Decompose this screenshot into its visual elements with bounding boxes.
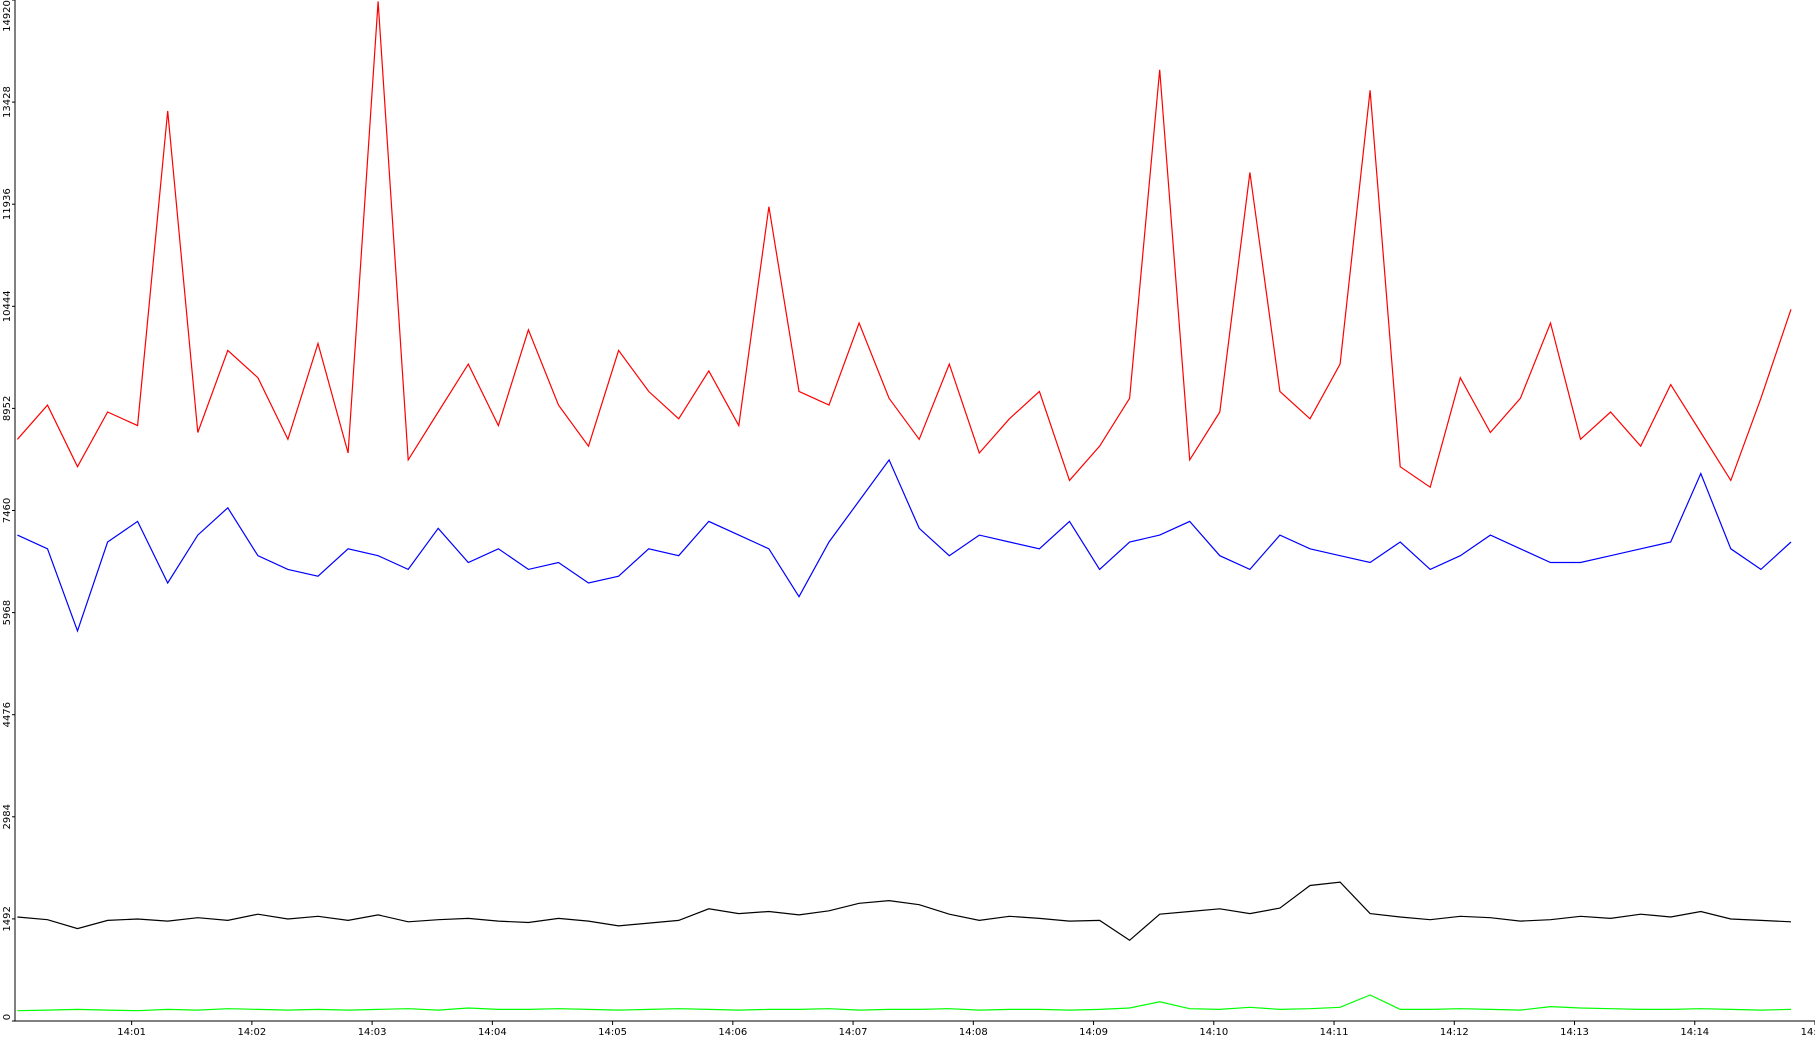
x-tick-label: 14:06 [718, 1027, 747, 1038]
y-tick-label: 13428 [2, 86, 13, 118]
series-line [17, 994, 1792, 1012]
x-tick-label: 14:04 [478, 1027, 507, 1038]
y-tick-label: 5968 [2, 600, 13, 625]
y-tick-label: 10444 [2, 290, 13, 322]
x-tick-label: 14:01 [117, 1027, 146, 1038]
x-tick-label: 14:14 [1680, 1027, 1709, 1038]
x-tick-label: 14:13 [1560, 1027, 1589, 1038]
x-tick-label: 14:09 [1079, 1027, 1108, 1038]
y-tick-label: 7460 [2, 498, 13, 523]
x-tick-label: 14:07 [839, 1027, 868, 1038]
series-line [16, 1, 1792, 489]
y-tick-label: 11936 [2, 188, 13, 220]
x-tick-label: 14:03 [358, 1027, 387, 1038]
y-tick-label: 4476 [2, 702, 13, 727]
x-tick-label: 14:12 [1440, 1027, 1469, 1038]
y-tick-label: 0 [2, 1014, 13, 1020]
y-tick-label: 1492 [2, 906, 13, 931]
x-tick-label: 14:05 [598, 1027, 627, 1038]
y-tick-label: 2984 [2, 804, 13, 829]
series-line [17, 881, 1792, 942]
series-line [17, 458, 1792, 633]
x-tick-label: 14:02 [237, 1027, 266, 1038]
x-tick-label: 14:08 [959, 1027, 988, 1038]
x-tick-label: 14:10 [1199, 1027, 1228, 1038]
x-tick-label: 14:15 [1801, 1027, 1815, 1038]
y-tick-label: 14920 [2, 0, 13, 32]
y-tick-label: 8952 [2, 396, 13, 421]
x-tick-label: 14:11 [1320, 1027, 1349, 1038]
